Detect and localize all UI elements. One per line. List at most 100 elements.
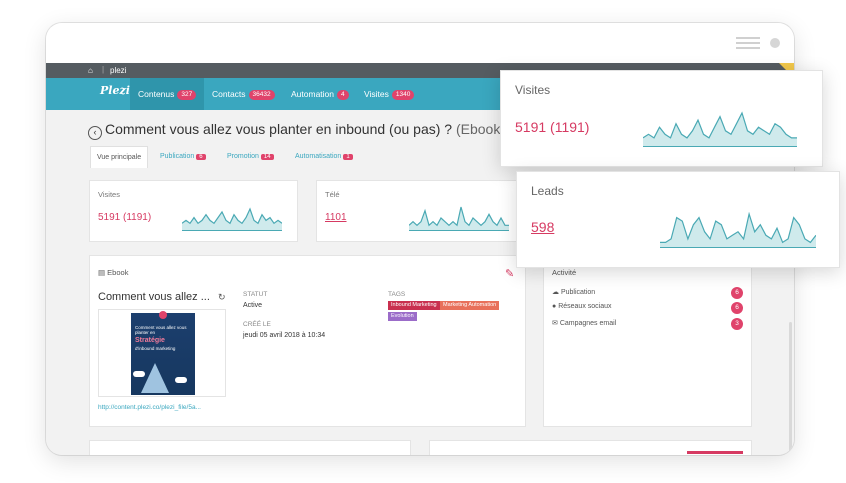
hamburger-icon[interactable] <box>736 37 760 52</box>
leads-popup-label: Leads <box>531 184 564 198</box>
tele-card-sparkline <box>409 206 509 231</box>
activite-count: 6 <box>731 287 743 299</box>
tab-label: Promotion <box>227 153 259 160</box>
ebook-section-text: Ebook <box>107 268 129 277</box>
activite-row-label: Réseaux sociaux <box>558 303 612 310</box>
visites-card-sparkline <box>182 207 282 231</box>
statut-label: STATUT <box>243 291 268 298</box>
tab-badge: 1 <box>343 154 353 160</box>
ebook-card: ▤ Ebook ✎ Comment vous allez ... ↻ Comme… <box>89 255 526 427</box>
breadcrumb-separator: | <box>102 65 105 74</box>
ebook-cover-image[interactable]: Comment vous allez vous planter en Strat… <box>131 311 195 395</box>
nav-item-automation[interactable]: Automation 4 <box>283 78 357 110</box>
nav-badge: 1340 <box>391 89 415 100</box>
tab-promotion[interactable]: Promotion 14 <box>221 146 280 168</box>
sparkline-area <box>660 214 816 248</box>
tab-label: Automatisation <box>295 153 342 160</box>
visites-card: Visites 5191 (1191) <box>89 180 298 242</box>
cover-cloud <box>175 377 187 383</box>
cree-label: CRÉÉ LE <box>243 321 271 328</box>
ebook-name: Comment vous allez ... <box>98 291 210 303</box>
edit-icon[interactable]: ✎ <box>505 268 515 280</box>
tag-evolution[interactable]: Evolution <box>388 312 417 321</box>
ebook-section-label: ▤ Ebook <box>98 268 128 277</box>
leads-popup: Leads 598 <box>516 171 840 268</box>
cover-text-2: Stratégie <box>135 337 165 344</box>
activite-card: Activité ☁ Publication 6 ● Réseaux socia… <box>543 255 752 427</box>
nav-badge: 327 <box>177 89 197 100</box>
visites-card-label: Visites <box>98 190 120 199</box>
org-name[interactable]: plezi <box>110 66 127 75</box>
document-icon: ▤ <box>98 268 108 277</box>
tab-vue-principale[interactable]: Vue principale <box>90 146 149 168</box>
activite-count: 6 <box>731 302 743 314</box>
nav-item-label: Contacts <box>212 89 246 99</box>
tab-label: Vue principale <box>97 154 142 161</box>
nav-item-contenus[interactable]: Contenus 327 <box>130 78 205 110</box>
back-arrow-icon[interactable]: ‹ <box>88 126 102 140</box>
window-titlebar <box>46 23 794 63</box>
tag-inbound-marketing[interactable]: Inbound Marketing <box>388 301 440 310</box>
tag-marketing-automation[interactable]: Marketing Automation <box>440 301 500 310</box>
activite-count: 3 <box>731 318 743 330</box>
visites-popup-label: Visites <box>515 83 551 97</box>
activite-title: Activité <box>552 268 577 277</box>
page-title-kind: (Ebook) <box>455 121 506 137</box>
envelope-icon: ✉ <box>552 320 560 327</box>
main-content: ‹ Comment vous allez vous planter en inbo… <box>46 110 794 455</box>
bottom-card-left <box>89 440 411 455</box>
home-icon[interactable]: ⌂ <box>88 66 93 75</box>
cover-text-1: Comment vous allez vous planter en <box>135 325 187 335</box>
bottom-card-right <box>429 440 752 455</box>
tele-card-label: Télé <box>325 190 340 199</box>
tab-publication[interactable]: Publication 6 <box>154 146 212 168</box>
activite-row-campagnes[interactable]: ✉ Campagnes email <box>552 319 616 327</box>
cover-text-3: d'inbound marketing <box>135 346 176 351</box>
page-title: ‹ Comment vous allez vous planter en inbo… <box>88 121 505 140</box>
sparkline-line <box>660 212 816 244</box>
tab-badge: 6 <box>196 154 206 160</box>
nav-item-label: Visites <box>364 89 389 99</box>
tab-badge: 14 <box>260 154 274 160</box>
tab-label: Publication <box>160 153 195 160</box>
sparkline-line <box>643 111 797 139</box>
statut-value: Active <box>243 302 263 309</box>
sparkline-area <box>643 113 797 147</box>
refresh-icon[interactable]: ↻ <box>218 292 226 302</box>
ebook-cover-frame: Comment vous allez vous planter en Strat… <box>98 309 226 397</box>
tele-card-value[interactable]: 1101 <box>325 212 347 223</box>
visites-card-value: 5191 (1191) <box>98 212 152 223</box>
nav-item-label: Automation <box>291 89 334 99</box>
cloud-icon: ☁ <box>552 289 561 296</box>
leads-popup-value[interactable]: 598 <box>531 219 555 235</box>
activite-row-publication[interactable]: ☁ Publication <box>552 288 595 296</box>
activite-row-reseaux[interactable]: ● Réseaux sociaux <box>552 303 612 310</box>
activite-row-label: Publication <box>560 289 596 296</box>
scrollbar[interactable] <box>789 322 792 455</box>
ebook-link[interactable]: http://content.plezi.co/plezi_file/5a... <box>98 404 201 411</box>
window-dot-icon[interactable] <box>770 38 780 48</box>
logo-text: Plezi <box>100 84 130 97</box>
bottom-card-accent <box>687 451 743 454</box>
tags-label: TAGS <box>388 291 406 298</box>
nav-item-label: Contenus <box>138 89 175 99</box>
visites-popup-sparkline <box>643 111 797 147</box>
tab-automatisation[interactable]: Automatisation 1 <box>289 146 359 168</box>
comment-icon: ● <box>552 303 559 310</box>
visites-popup-value: 5191 (1191) <box>515 119 590 135</box>
plezi-logo[interactable]: Plezi <box>90 84 130 97</box>
cover-mountain <box>141 363 169 393</box>
nav-badge: 4 <box>337 89 349 100</box>
sparkline-area <box>409 207 509 231</box>
leads-popup-sparkline <box>660 212 816 248</box>
tele-card: Télé 1101 <box>316 180 546 242</box>
visites-popup: Visites 5191 (1191) <box>500 70 823 167</box>
cover-pin <box>159 311 167 319</box>
page-title-text: Comment vous allez vous planter en inbou… <box>105 121 453 137</box>
sparkline-line <box>409 206 509 227</box>
nav-item-contacts[interactable]: Contacts 36432 <box>204 78 283 110</box>
cree-value: jeudi 05 avril 2018 à 10:34 <box>243 332 326 339</box>
nav-item-visites[interactable]: Visites 1340 <box>356 78 422 110</box>
cover-cloud <box>133 371 145 377</box>
nav-badge: 36432 <box>248 89 275 100</box>
